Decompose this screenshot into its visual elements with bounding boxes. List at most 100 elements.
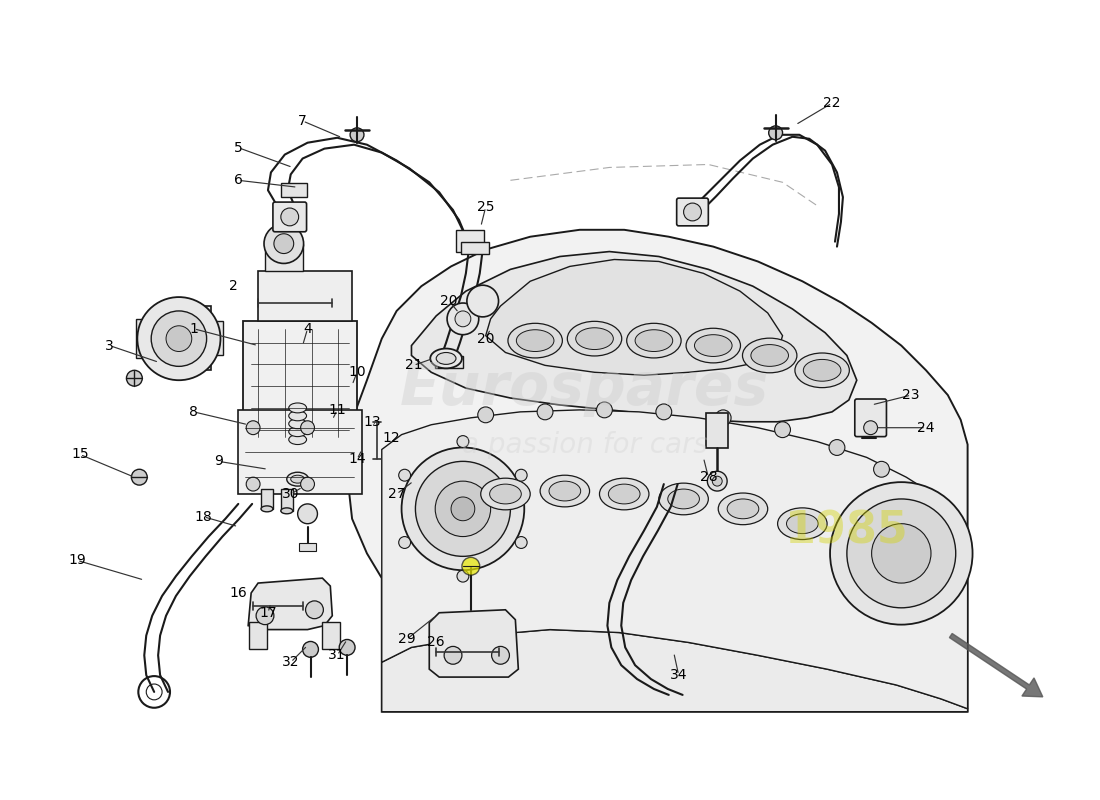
Circle shape xyxy=(302,642,318,658)
Circle shape xyxy=(398,537,410,549)
Text: 3: 3 xyxy=(106,338,114,353)
Text: 20: 20 xyxy=(440,294,458,308)
Bar xyxy=(258,271,352,321)
Circle shape xyxy=(774,422,791,438)
Text: 31: 31 xyxy=(329,648,346,662)
Ellipse shape xyxy=(516,330,554,351)
Bar xyxy=(243,321,358,445)
Ellipse shape xyxy=(287,472,308,486)
Text: 6: 6 xyxy=(234,174,243,187)
Circle shape xyxy=(715,410,732,426)
Ellipse shape xyxy=(289,426,307,437)
Ellipse shape xyxy=(540,475,590,507)
FancyBboxPatch shape xyxy=(855,399,887,437)
Ellipse shape xyxy=(608,484,640,504)
Ellipse shape xyxy=(627,323,681,358)
Text: 11: 11 xyxy=(329,403,346,417)
Ellipse shape xyxy=(778,508,827,539)
Circle shape xyxy=(350,128,364,142)
Circle shape xyxy=(829,439,845,455)
Ellipse shape xyxy=(430,349,462,368)
Circle shape xyxy=(456,436,469,447)
Ellipse shape xyxy=(686,328,740,363)
Circle shape xyxy=(707,471,727,491)
Ellipse shape xyxy=(437,353,456,364)
Circle shape xyxy=(596,402,613,418)
Ellipse shape xyxy=(694,334,733,357)
Ellipse shape xyxy=(659,483,708,514)
Bar xyxy=(280,183,307,197)
Circle shape xyxy=(402,447,525,570)
Bar xyxy=(239,410,362,494)
Text: 8: 8 xyxy=(189,405,198,419)
Text: 5: 5 xyxy=(234,141,243,154)
Bar xyxy=(298,543,317,551)
Circle shape xyxy=(138,297,220,380)
Circle shape xyxy=(455,311,471,326)
Circle shape xyxy=(246,421,260,434)
Polygon shape xyxy=(348,230,968,712)
Ellipse shape xyxy=(668,489,700,509)
Text: 1985: 1985 xyxy=(785,509,909,552)
Circle shape xyxy=(713,476,723,486)
Ellipse shape xyxy=(600,478,649,510)
Circle shape xyxy=(447,303,478,334)
Ellipse shape xyxy=(289,403,307,413)
Text: 1: 1 xyxy=(189,322,198,336)
Polygon shape xyxy=(382,410,968,709)
Circle shape xyxy=(515,537,527,549)
Ellipse shape xyxy=(803,359,840,381)
Circle shape xyxy=(339,639,355,655)
Bar xyxy=(461,242,488,254)
Text: 10: 10 xyxy=(349,366,366,379)
Bar xyxy=(160,306,210,370)
Text: 16: 16 xyxy=(230,586,248,600)
Text: a passion for cars: a passion for cars xyxy=(462,430,707,458)
Circle shape xyxy=(864,421,878,434)
Bar xyxy=(436,357,463,368)
Ellipse shape xyxy=(490,484,521,504)
Polygon shape xyxy=(429,610,518,677)
Ellipse shape xyxy=(742,338,796,373)
Circle shape xyxy=(871,524,931,583)
Circle shape xyxy=(537,404,553,420)
Circle shape xyxy=(466,286,498,317)
Circle shape xyxy=(416,462,510,556)
Circle shape xyxy=(492,646,509,664)
Ellipse shape xyxy=(635,330,673,351)
Text: 9: 9 xyxy=(214,454,223,468)
Ellipse shape xyxy=(727,499,759,518)
Circle shape xyxy=(656,404,672,420)
Ellipse shape xyxy=(508,323,562,358)
Circle shape xyxy=(246,477,260,491)
Ellipse shape xyxy=(568,322,622,356)
Bar xyxy=(706,413,728,447)
Circle shape xyxy=(264,224,304,263)
Circle shape xyxy=(280,208,298,226)
Circle shape xyxy=(462,558,480,575)
Circle shape xyxy=(300,421,315,434)
Text: 13: 13 xyxy=(363,414,381,429)
Text: 4: 4 xyxy=(304,322,312,336)
Circle shape xyxy=(126,370,142,386)
Circle shape xyxy=(444,646,462,664)
Circle shape xyxy=(300,477,315,491)
Circle shape xyxy=(256,607,274,625)
Text: 21: 21 xyxy=(405,358,422,372)
Ellipse shape xyxy=(289,434,307,445)
Circle shape xyxy=(151,311,207,366)
Ellipse shape xyxy=(289,411,307,421)
FancyArrow shape xyxy=(949,634,1043,697)
Circle shape xyxy=(436,481,491,537)
FancyBboxPatch shape xyxy=(676,198,708,226)
Bar xyxy=(261,489,273,509)
Bar xyxy=(250,622,267,650)
Circle shape xyxy=(830,482,972,625)
Circle shape xyxy=(456,570,469,582)
Circle shape xyxy=(274,234,294,254)
Text: 24: 24 xyxy=(917,421,935,434)
FancyBboxPatch shape xyxy=(273,202,307,232)
Ellipse shape xyxy=(289,419,307,429)
Text: 28: 28 xyxy=(700,470,717,484)
Bar xyxy=(265,244,302,271)
